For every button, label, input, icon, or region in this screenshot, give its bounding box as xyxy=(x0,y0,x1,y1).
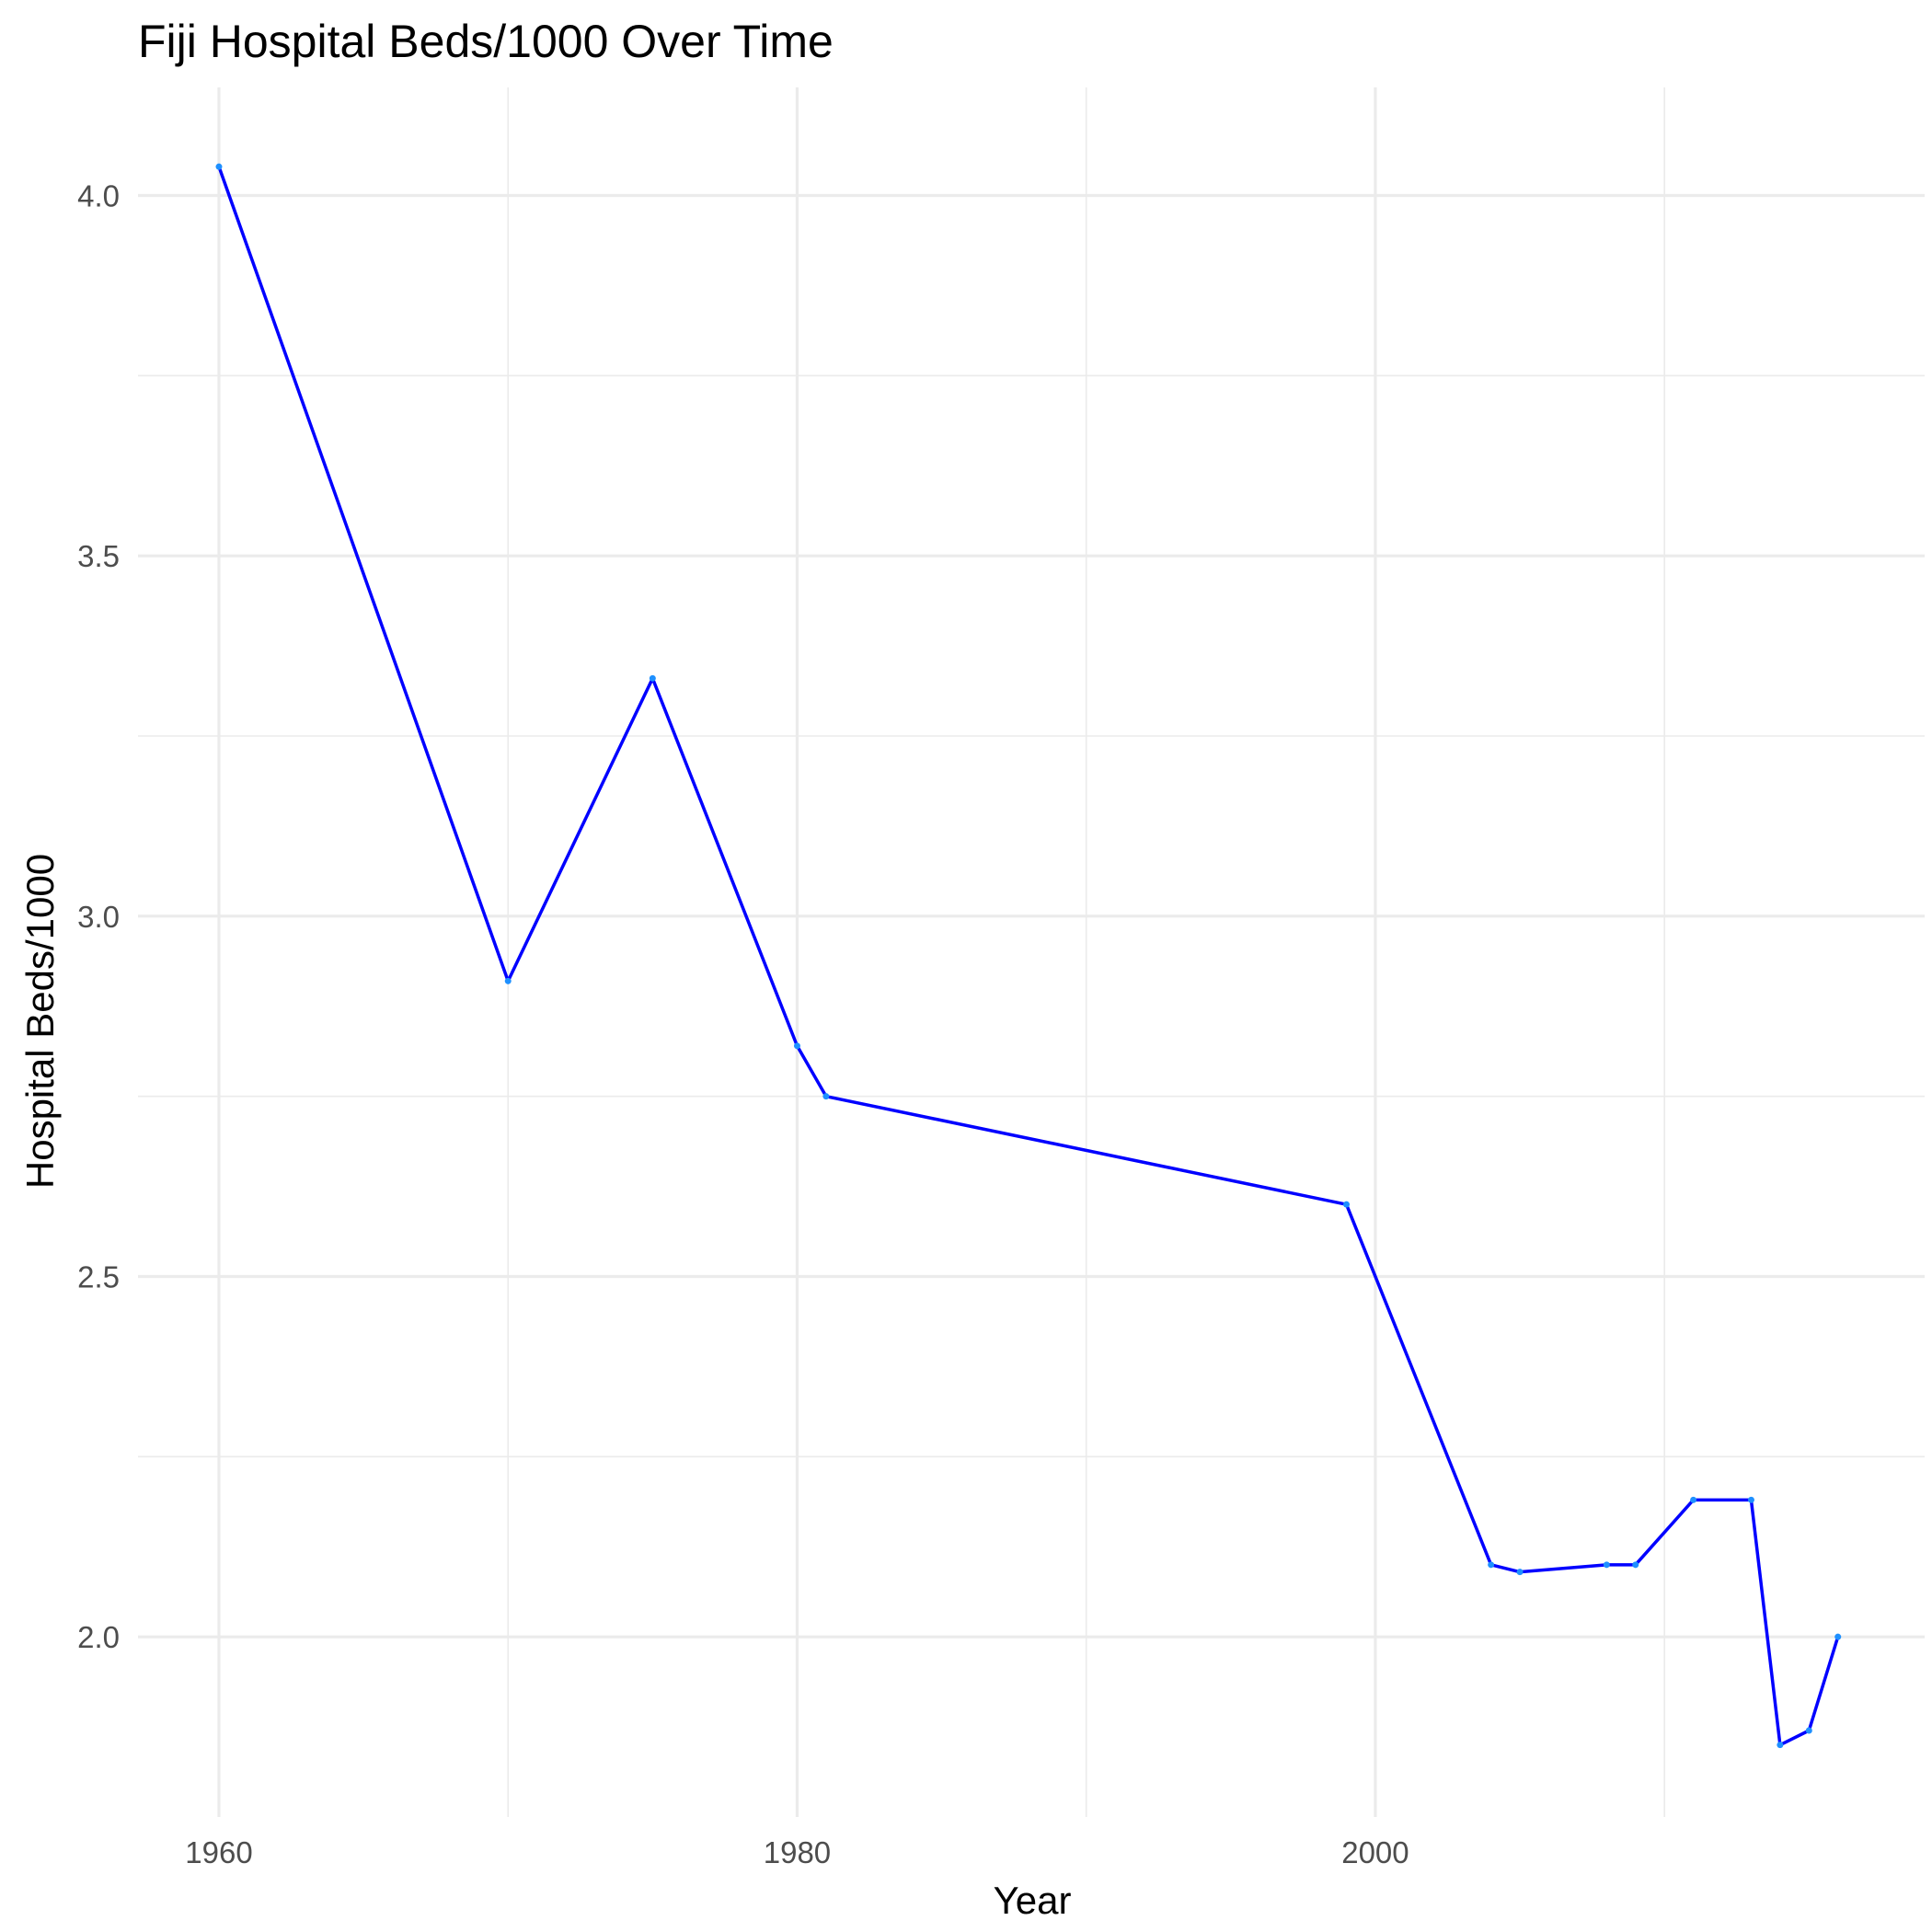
data-point xyxy=(1343,1201,1351,1208)
y-tick-label: 4.0 xyxy=(77,179,120,213)
data-point xyxy=(215,163,223,170)
data-point xyxy=(649,674,656,682)
data-point xyxy=(1805,1727,1812,1734)
x-tick-label: 1980 xyxy=(764,1835,831,1869)
data-point xyxy=(1834,1633,1842,1640)
x-tick-label: 1960 xyxy=(185,1835,252,1869)
y-tick-label: 3.5 xyxy=(77,539,120,573)
data-series xyxy=(215,163,1842,1749)
x-tick-labels: 1960 1980 2000 xyxy=(185,1835,1409,1869)
x-tick-label: 2000 xyxy=(1341,1835,1409,1869)
y-tick-labels: 2.0 2.5 3.0 3.5 4.0 xyxy=(77,179,120,1655)
y-axis-title: Hospital Beds/1000 xyxy=(18,854,62,1189)
major-gridlines xyxy=(138,87,1925,1817)
y-tick-label: 2.5 xyxy=(77,1260,120,1294)
data-point xyxy=(793,1042,800,1050)
data-point xyxy=(1632,1561,1639,1569)
x-axis-title: Year xyxy=(994,1879,1072,1922)
series-line xyxy=(217,165,1840,1747)
y-tick-label: 3.0 xyxy=(77,900,120,934)
data-point xyxy=(1488,1561,1495,1569)
data-point xyxy=(1690,1496,1697,1503)
data-point xyxy=(1603,1561,1610,1569)
data-point xyxy=(504,977,512,984)
data-point xyxy=(1747,1496,1754,1503)
data-point xyxy=(822,1093,830,1100)
minor-gridlines xyxy=(138,87,1925,1817)
y-tick-label: 2.0 xyxy=(77,1620,120,1654)
data-point xyxy=(1516,1569,1524,1576)
chart-title: Fiji Hospital Beds/1000 Over Time xyxy=(138,16,834,67)
data-point xyxy=(1777,1742,1784,1749)
